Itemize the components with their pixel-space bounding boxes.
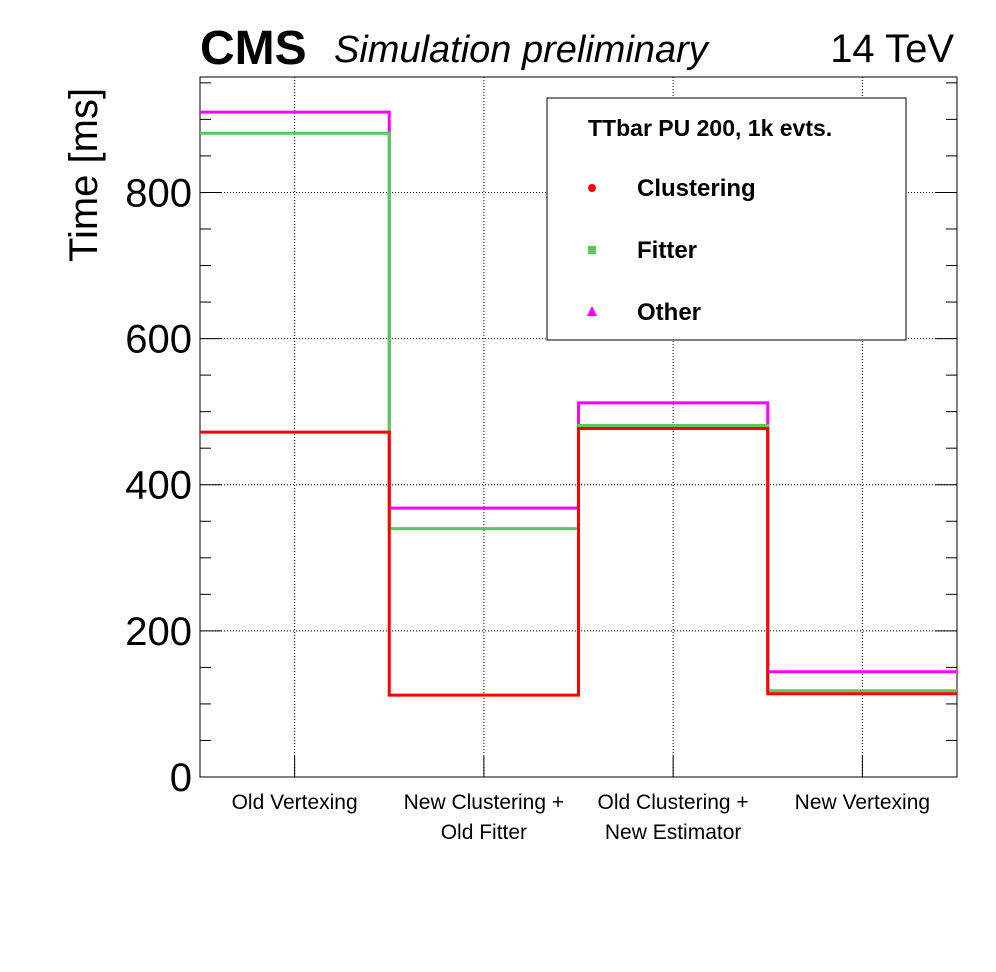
y-tick-label: 200 bbox=[125, 610, 192, 654]
legend-marker-circle bbox=[588, 184, 596, 192]
energy-label: 14 TeV bbox=[830, 27, 954, 71]
x-tick-label: Old Clustering + bbox=[598, 791, 749, 814]
series-lines bbox=[200, 110, 957, 697]
legend-marker-square bbox=[588, 246, 596, 254]
legend: TTbar PU 200, 1k evts. Clustering Fitter O… bbox=[546, 97, 907, 341]
subtitle-label: Simulation preliminary bbox=[334, 29, 710, 71]
axis-ticks bbox=[200, 82, 957, 778]
y-tick-label: 600 bbox=[125, 318, 192, 362]
x-tick-label: New Estimator bbox=[605, 821, 742, 844]
legend-title: TTbar PU 200, 1k evts. bbox=[588, 115, 832, 141]
plot-frame bbox=[199, 76, 958, 778]
series-clustering bbox=[200, 426, 957, 697]
legend-entry-label: Clustering bbox=[637, 175, 756, 202]
x-tick-label: Old Vertexing bbox=[232, 791, 358, 814]
legend-entry-label: Other bbox=[637, 299, 701, 326]
x-tick-labels: Old Vertexing New Clustering + Old Fitter O… bbox=[232, 791, 930, 844]
legend-marker-triangle bbox=[587, 306, 597, 316]
legend-entry-label: Fitter bbox=[637, 237, 697, 264]
x-tick-label: New Vertexing bbox=[795, 791, 930, 814]
legend-box bbox=[546, 97, 907, 341]
x-tick-label: Old Fitter bbox=[441, 821, 527, 844]
y-axis-label: Time [ms] bbox=[62, 88, 106, 262]
y-tick-label: 0 bbox=[170, 756, 192, 800]
y-tick-labels: 0 200 400 600 800 bbox=[125, 171, 192, 800]
y-tick-label: 400 bbox=[125, 464, 192, 508]
x-tick-label: New Clustering + bbox=[404, 791, 564, 814]
y-tick-label: 800 bbox=[125, 171, 192, 215]
experiment-label: CMS bbox=[200, 22, 307, 75]
